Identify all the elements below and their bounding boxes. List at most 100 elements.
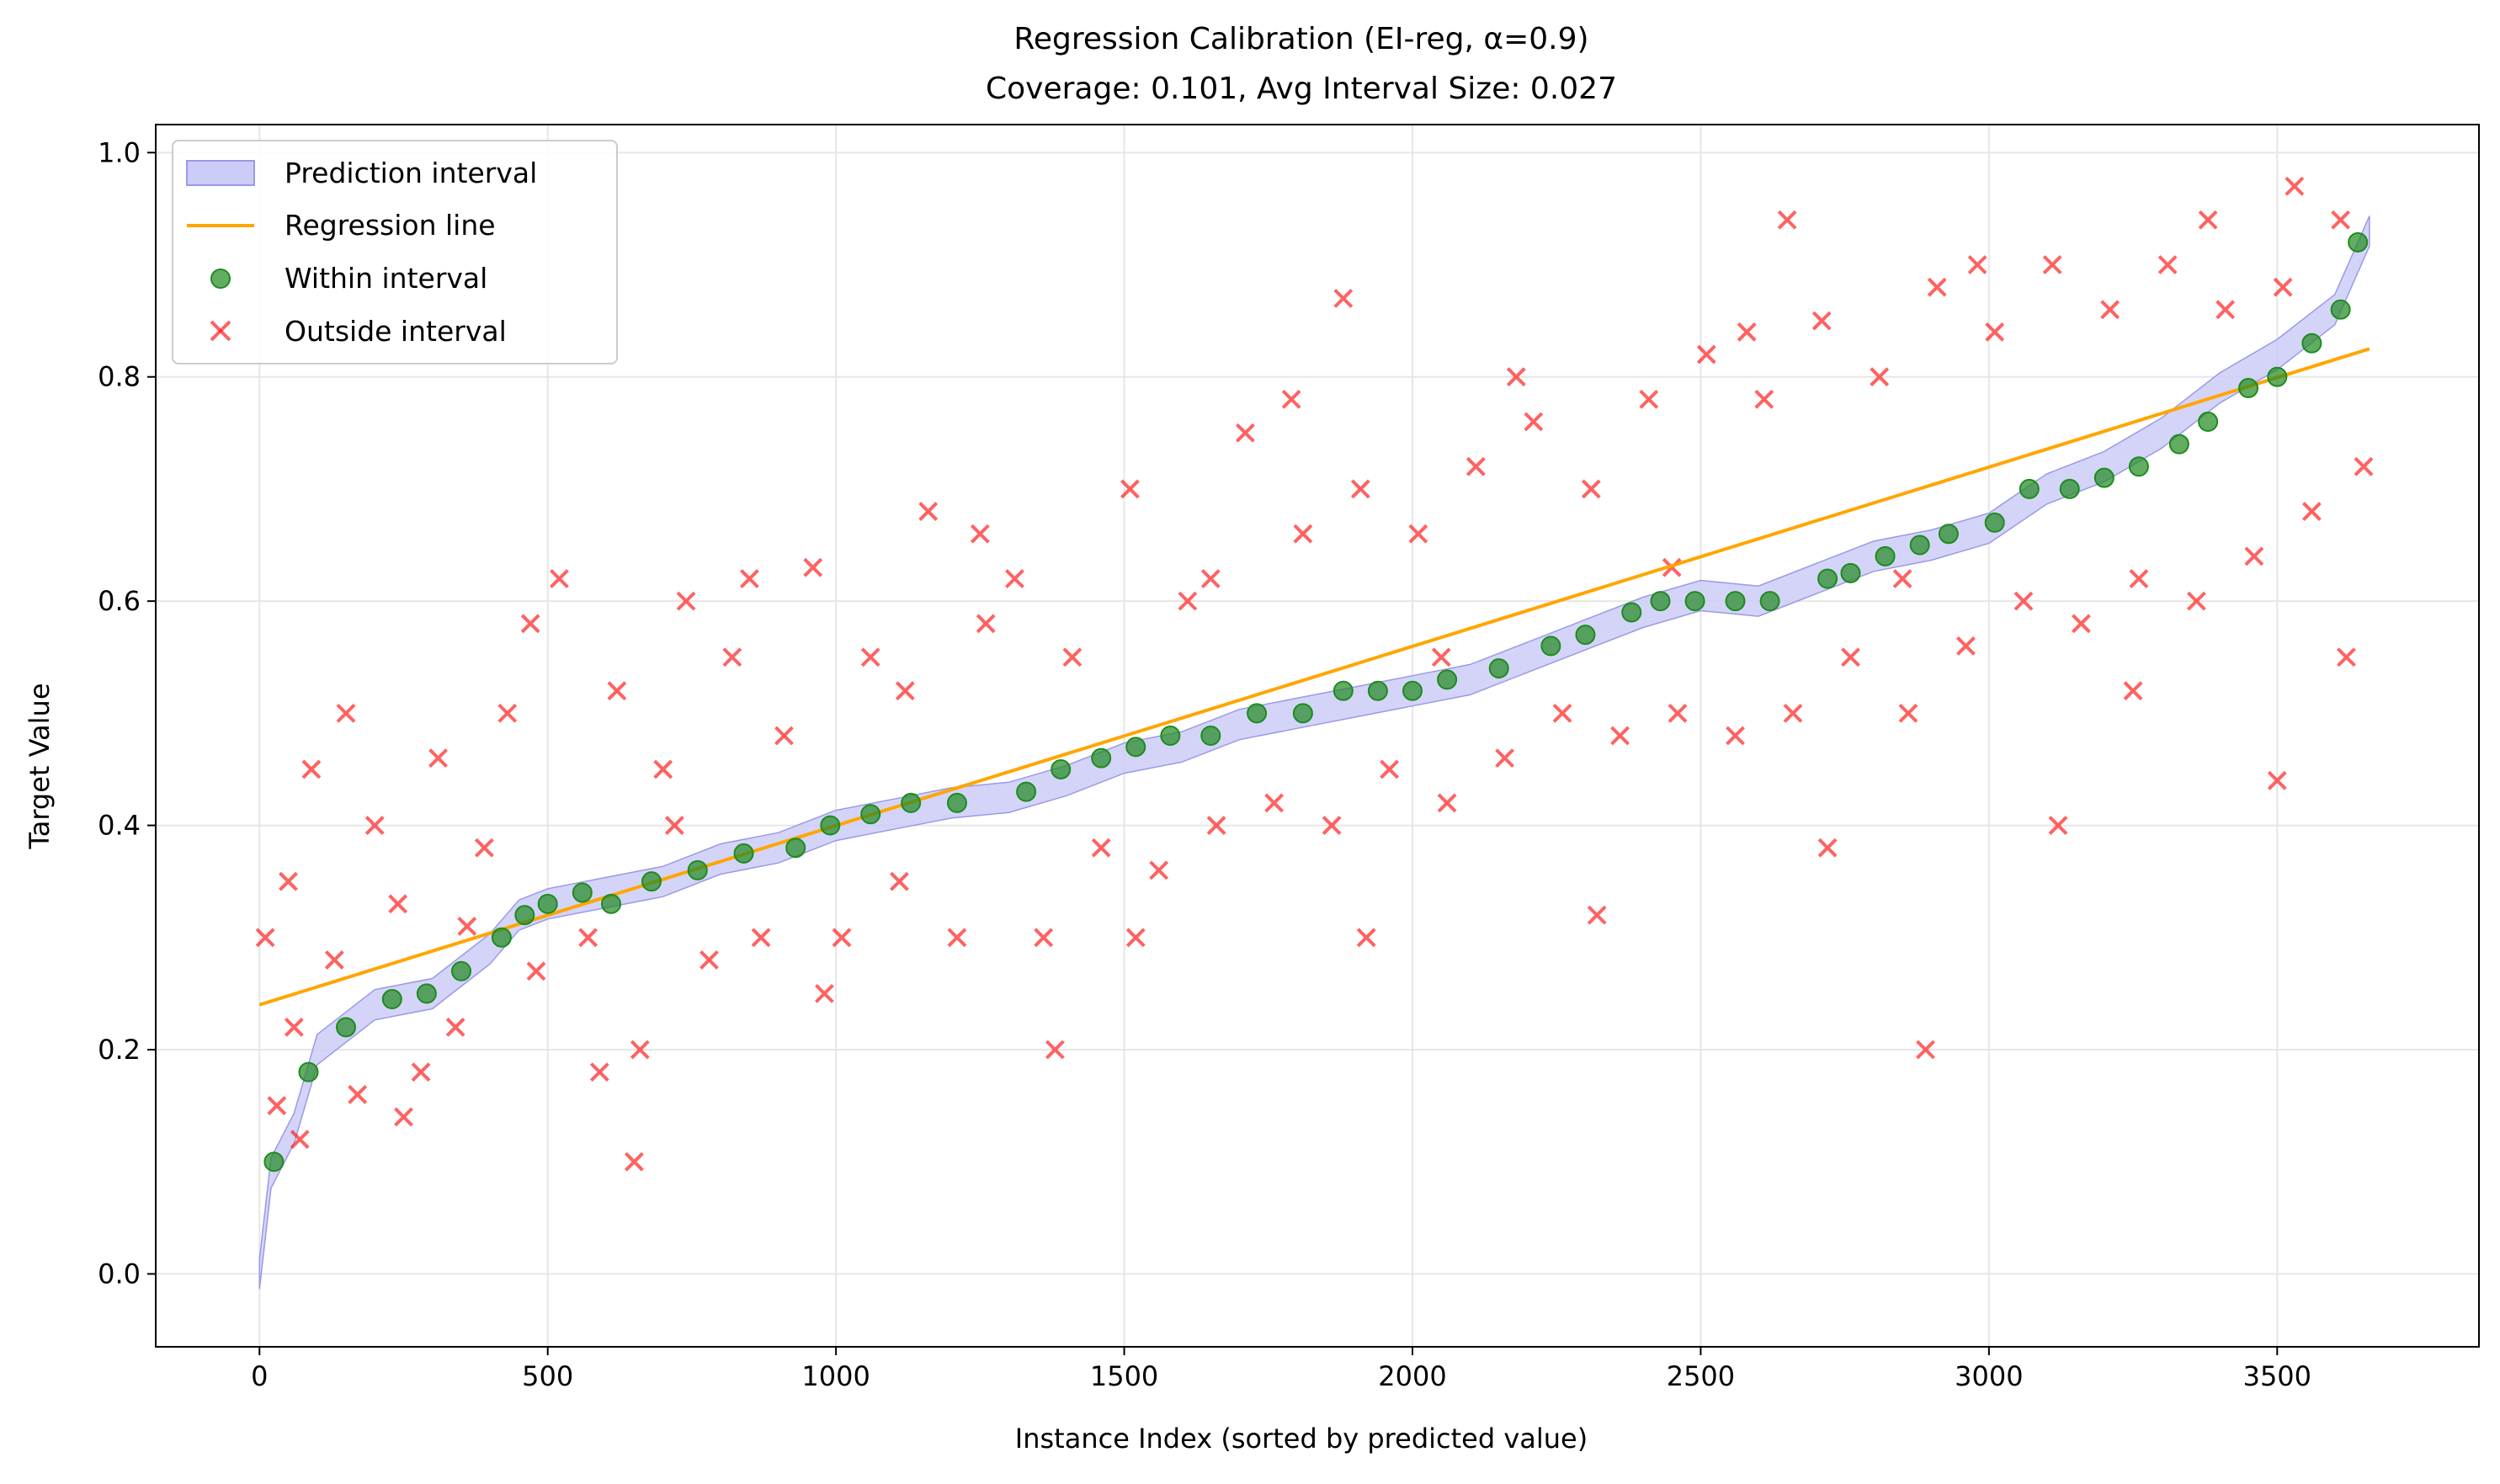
outside-interval-point <box>1967 255 1987 274</box>
outside-interval-point <box>890 871 909 891</box>
outside-interval-point <box>1754 389 1774 409</box>
outside-interval-point <box>2273 277 2293 297</box>
outside-interval-point <box>1668 703 1688 723</box>
outside-interval-point <box>751 928 771 948</box>
outside-interval-point <box>279 871 298 891</box>
within-interval-point <box>1402 680 1423 701</box>
outside-interval-point <box>1264 793 1285 813</box>
outside-interval-point <box>1005 569 1024 588</box>
within-interval-point <box>860 804 881 825</box>
outside-interval-point <box>1206 816 1226 835</box>
within-interval-point <box>2348 231 2369 253</box>
outside-interval-point <box>1431 647 1451 668</box>
outside-interval-point <box>1356 928 1376 948</box>
within-interval-point <box>1938 524 1959 545</box>
within-interval-point <box>1725 591 1746 612</box>
outside-interval-point <box>976 614 996 634</box>
outside-interval-point <box>895 681 915 701</box>
x-axis-label: Instance Index (sorted by predicted valu… <box>1015 1423 1588 1455</box>
within-interval-point <box>263 1152 285 1173</box>
legend-interval-label: Prediction interval <box>285 157 537 189</box>
within-interval-point <box>1091 747 1112 769</box>
within-interval-point <box>2267 366 2288 387</box>
outside-interval-point <box>1956 636 1976 656</box>
outside-interval-point <box>1783 703 1803 723</box>
outside-interval-point <box>1524 412 1544 432</box>
outside-interval-point <box>324 950 344 970</box>
outside-interval-point <box>2198 210 2218 230</box>
legend-within-marker <box>210 269 231 289</box>
outside-interval-point <box>1817 838 1838 858</box>
outside-interval-point <box>1916 1040 1935 1060</box>
outside-interval-point <box>1062 647 1082 668</box>
outside-interval-point <box>1639 389 1659 409</box>
chart-subtitle: Coverage: 0.101, Avg Interval Size: 0.02… <box>986 72 1617 106</box>
outside-interval-point <box>394 1107 413 1127</box>
within-interval-point <box>1200 726 1221 746</box>
outside-interval-point <box>1662 557 1682 577</box>
within-interval-point <box>1367 680 1388 701</box>
outside-interval-point <box>860 647 880 668</box>
legend-within-label: Within interval <box>285 262 487 295</box>
within-interval-point <box>1909 535 1930 556</box>
outside-interval-point <box>445 1017 465 1037</box>
outside-interval-point <box>388 894 408 914</box>
outside-interval-point <box>1437 793 1457 813</box>
legend-box <box>172 140 618 364</box>
outside-interval-point <box>1811 311 1832 331</box>
within-interval-point <box>946 792 967 813</box>
outside-interval-point <box>630 1040 650 1060</box>
outside-interval-point <box>1322 816 1342 835</box>
legend-interval-swatch <box>186 160 255 186</box>
outside-interval-point <box>411 1062 431 1082</box>
outside-interval-point <box>457 917 477 936</box>
x-tick-label: 0 <box>251 1360 268 1392</box>
outside-interval-point <box>2187 591 2206 611</box>
outside-interval-point <box>428 748 448 769</box>
outside-interval-point <box>2215 300 2236 320</box>
outside-interval-point <box>1350 479 1370 499</box>
outside-interval-point <box>290 1130 310 1149</box>
within-interval-point <box>2301 332 2322 354</box>
outside-interval-point <box>474 838 494 858</box>
within-interval-point <box>336 1017 357 1038</box>
outside-interval-point <box>1333 289 1354 308</box>
outside-interval-point <box>497 703 518 723</box>
y-tick-label: 0.6 <box>98 585 141 617</box>
within-interval-point <box>1621 602 1642 623</box>
within-interval-point <box>2019 478 2040 499</box>
outside-interval-point <box>1235 423 1255 443</box>
y-tick-label: 0.2 <box>98 1034 141 1066</box>
outside-interval-point <box>1552 703 1572 723</box>
within-interval-point <box>1437 669 1458 690</box>
outside-interval-point <box>699 950 719 970</box>
outside-interval-point <box>578 928 598 948</box>
outside-interval-point <box>1777 210 1797 230</box>
outside-interval-point <box>918 502 939 521</box>
outside-interval-point <box>1045 1040 1065 1060</box>
within-interval-point <box>1247 703 1268 724</box>
outside-interval-point <box>2337 647 2356 668</box>
outside-interval-point <box>1581 479 1601 499</box>
within-interval-point <box>1875 545 1896 566</box>
outside-interval-point <box>1898 703 1918 723</box>
outside-interval-point <box>2129 569 2149 588</box>
outside-interval-point <box>625 1152 644 1172</box>
chart-title: Regression Calibration (EI-reg, α=0.9) <box>1013 22 1588 56</box>
within-interval-point <box>1125 737 1146 758</box>
outside-interval-point <box>739 569 759 588</box>
outside-interval-point <box>1495 748 1514 769</box>
outside-interval-point <box>1178 591 1198 611</box>
outside-interval-point <box>2331 210 2351 230</box>
within-interval-point <box>1051 758 1072 779</box>
y-tick-label: 1.0 <box>98 136 141 168</box>
outside-interval-point <box>676 591 696 611</box>
outside-interval-point <box>267 1096 287 1116</box>
within-interval-point <box>641 871 662 892</box>
outside-interval-point <box>1293 524 1313 544</box>
outside-interval-point <box>832 928 852 948</box>
plot-frame <box>155 124 2480 1348</box>
legend-outside-label: Outside interval <box>285 315 507 348</box>
outside-interval-point <box>970 524 990 544</box>
